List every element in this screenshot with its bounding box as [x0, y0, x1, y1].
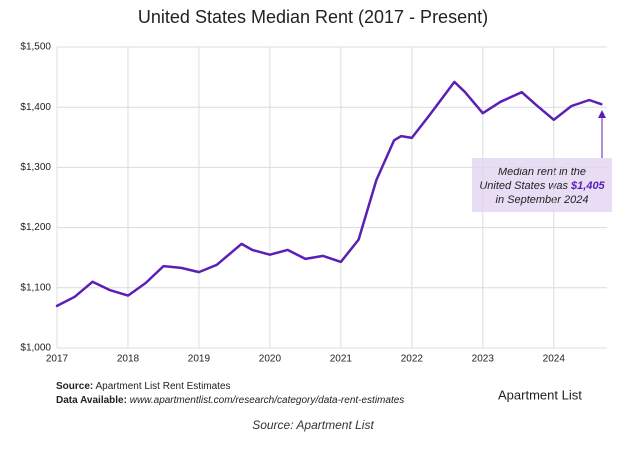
y-tick-label: $1,100	[20, 282, 51, 293]
footer-url: www.apartmentlist.com/research/category/…	[130, 395, 405, 406]
x-tick-label: 2019	[188, 354, 211, 365]
annotation-text: United States was $1,405	[479, 180, 605, 192]
x-tick-label: 2020	[259, 354, 282, 365]
y-tick-label: $1,300	[20, 162, 51, 173]
y-tick-label: $1,400	[20, 102, 51, 113]
caption: Source: Apartment List	[252, 418, 374, 432]
x-tick-label: 2018	[117, 354, 140, 365]
x-tick-label: 2017	[46, 354, 69, 365]
annotation-text: United States was	[479, 180, 568, 192]
chart-title: United States Median Rent (2017 - Presen…	[138, 7, 488, 27]
footer-label: Source:	[56, 381, 93, 392]
y-tick-label: $1,200	[20, 222, 51, 233]
y-tick-label: $1,000	[20, 343, 51, 354]
x-tick-label: 2021	[330, 354, 353, 365]
footer-data: Data Available: www.apartmentlist.com/re…	[56, 395, 404, 406]
y-tick-label: $1,500	[20, 42, 51, 53]
annotation-highlight: $1,405	[570, 180, 606, 192]
annotation-text: Median rent in the	[498, 166, 586, 178]
x-tick-label: 2023	[472, 354, 495, 365]
footer-text: Apartment List Rent Estimates	[95, 381, 230, 392]
footer-label: Data Available:	[56, 395, 127, 406]
footer-source: Source: Apartment List Rent Estimates	[56, 381, 231, 392]
logo: Apartment List	[498, 387, 582, 402]
annotation-text: in September 2024	[496, 194, 589, 206]
annotation-arrowhead	[598, 110, 606, 118]
line-series	[55, 80, 603, 308]
x-tick-label: 2024	[543, 354, 566, 365]
x-tick-label: 2022	[401, 354, 424, 365]
